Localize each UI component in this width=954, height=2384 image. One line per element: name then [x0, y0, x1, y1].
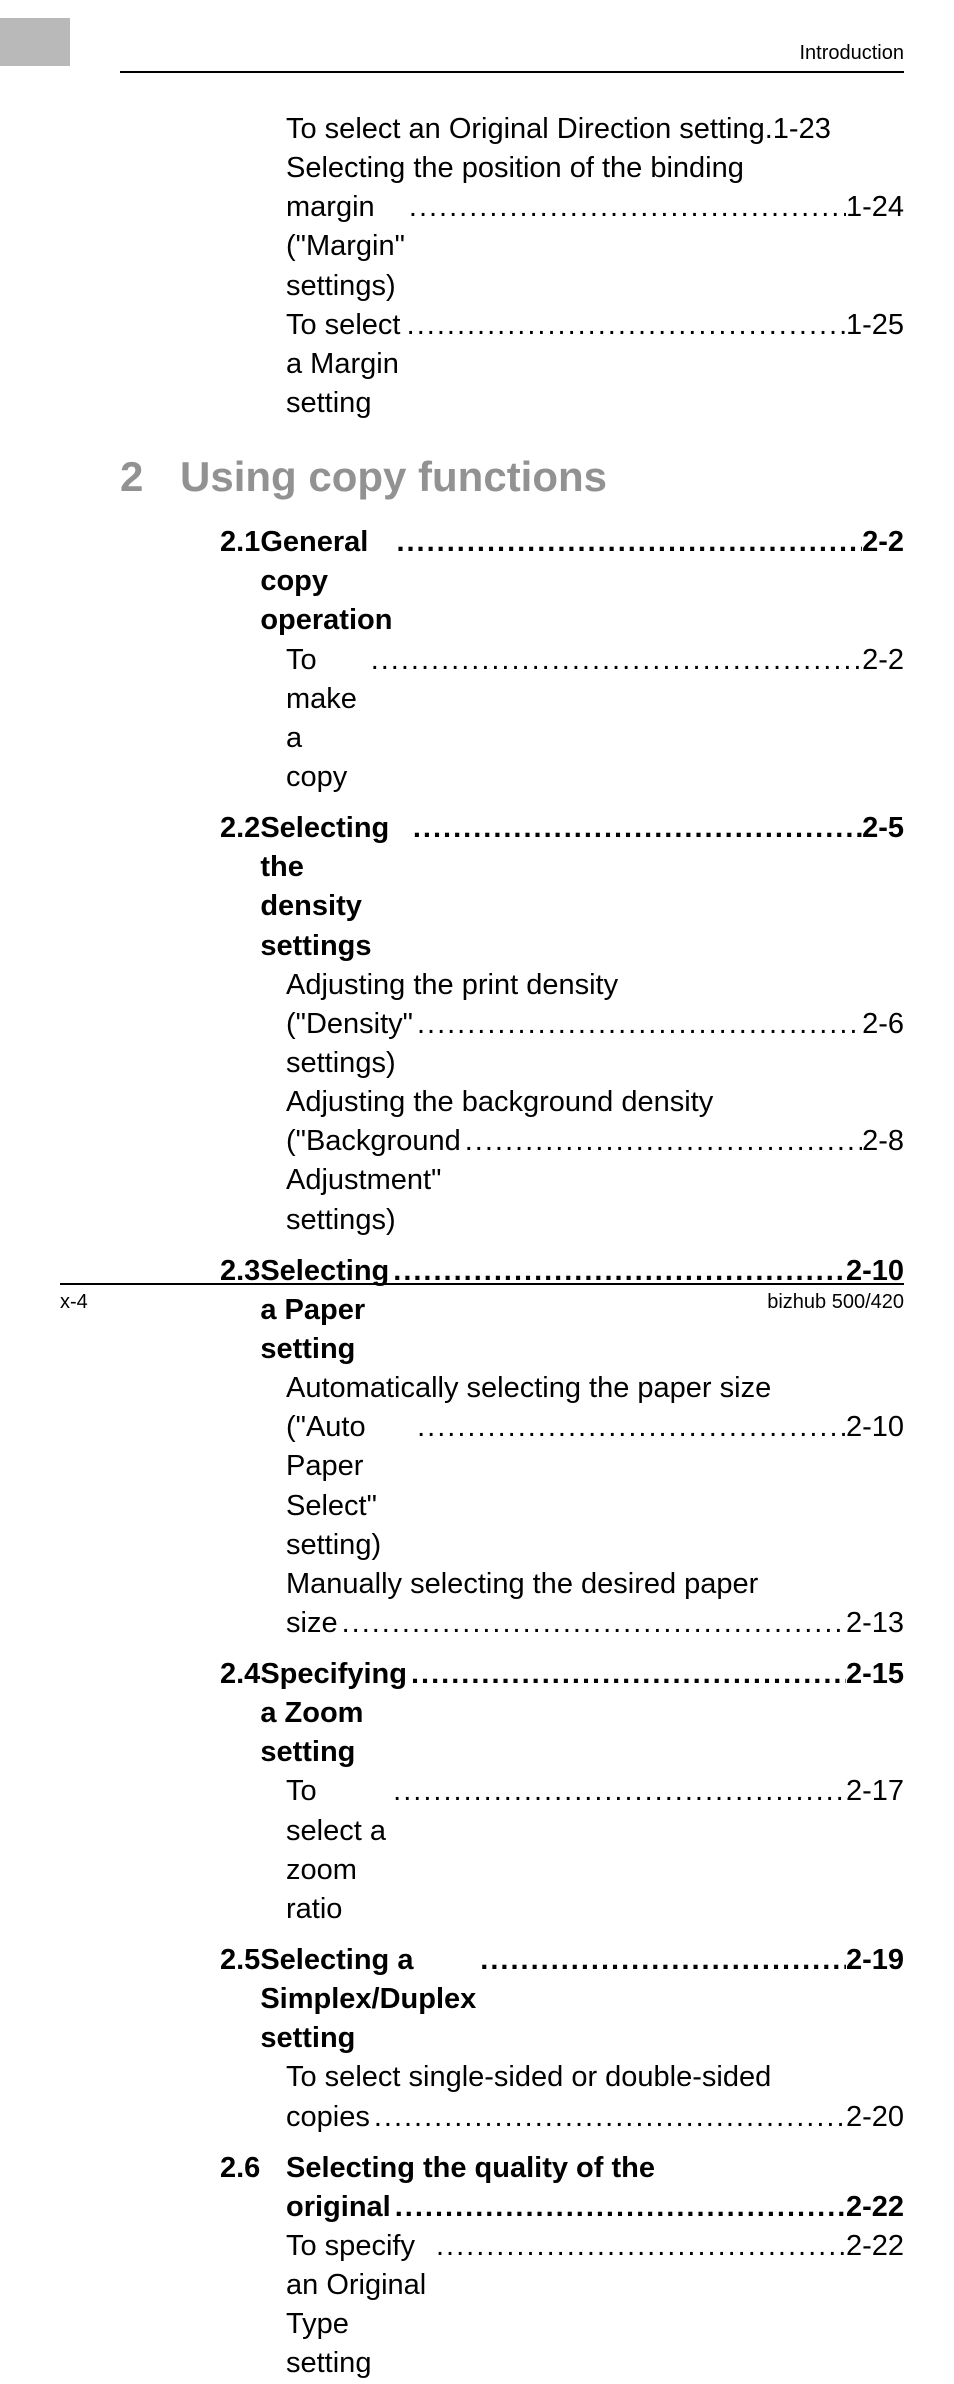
- toc-page: 2-5: [862, 809, 904, 848]
- chapter-heading: 2 Using copy functions: [120, 453, 904, 501]
- toc-title: Specifying a Zoom setting: [260, 1655, 407, 1772]
- toc-page: 2-22: [846, 2227, 904, 2266]
- toc-page: 2-10: [846, 1408, 904, 1447]
- toc-leader: [370, 2098, 846, 2137]
- section-number: 2.1: [220, 523, 260, 562]
- toc-title: To select a Margin setting: [286, 306, 403, 423]
- toc-title: Selecting a Simplex/Duplex setting: [260, 1941, 476, 2058]
- toc-entry: Adjusting the background density: [120, 1083, 904, 1122]
- toc-title: To select an Original Direction setting: [286, 110, 765, 149]
- toc-title: Manually selecting the desired paper: [286, 1568, 758, 1600]
- toc-section: 2.6 Selecting the quality of the: [120, 2149, 904, 2188]
- footer-page-number: x-4: [60, 1291, 88, 1314]
- footer-model: bizhub 500/420: [767, 1291, 904, 1314]
- toc-leader-short: .: [765, 110, 773, 149]
- toc-section: 2.4 Specifying a Zoom setting 2-15: [120, 1655, 904, 1772]
- toc-section: 2.2 Selecting the density settings 2-5: [120, 809, 904, 966]
- toc-entry: To select an Original Direction setting …: [120, 110, 904, 149]
- toc-page: 2-15: [846, 1655, 904, 1694]
- toc-entry: margin ("Margin" settings) 1-24: [120, 188, 904, 305]
- toc-leader: [407, 1655, 846, 1694]
- toc-page: 1-24: [846, 188, 904, 227]
- section-number: 2.2: [220, 809, 260, 848]
- toc-title: margin ("Margin" settings): [286, 188, 405, 305]
- toc-page: 2-22: [846, 2188, 904, 2227]
- toc-content: To select an Original Direction setting …: [120, 110, 904, 2384]
- toc-entry: copies 2-20: [120, 2098, 904, 2137]
- toc-page: 2-2: [862, 641, 904, 680]
- toc-entry: size 2-13: [120, 1604, 904, 1643]
- toc-title: To make a copy: [286, 641, 367, 798]
- toc-page: 1-23: [773, 110, 831, 149]
- toc-title: To specify an Original Type setting: [286, 2227, 432, 2384]
- toc-title: copies: [286, 2098, 370, 2137]
- section-number: 2.6: [220, 2149, 286, 2188]
- toc-title: size: [286, 1604, 338, 1643]
- header-rule: [120, 71, 904, 73]
- page-footer: x-4 bizhub 500/420: [60, 1283, 904, 1314]
- toc-title: Selecting the position of the binding: [286, 152, 744, 184]
- toc-page: 2-17: [846, 1772, 904, 1811]
- toc-leader: [413, 1408, 846, 1447]
- toc-entry: To select single-sided or double-sided: [120, 2058, 904, 2097]
- toc-leader: [403, 306, 846, 345]
- toc-section-cont: original 2-22: [120, 2188, 904, 2227]
- toc-title: Selecting the quality of the: [286, 2149, 655, 2188]
- toc-entry: Selecting the position of the binding: [120, 149, 904, 188]
- toc-entry: To select a zoom ratio 2-17: [120, 1772, 904, 1929]
- toc-page: 2-2: [862, 523, 904, 562]
- toc-leader: [391, 2188, 846, 2227]
- toc-page: 2-8: [862, 1122, 904, 1161]
- chapter-title: Using copy functions: [180, 453, 607, 501]
- toc-title: original: [286, 2188, 391, 2227]
- toc-title: ("Density" settings): [286, 1005, 413, 1083]
- toc-page: 1-25: [846, 306, 904, 345]
- toc-entry: To specify an Original Type setting 2-22: [120, 2227, 904, 2384]
- footer-rule: [60, 1283, 904, 1285]
- toc-entry: Adjusting the print density: [120, 966, 904, 1005]
- toc-entry: ("Background Adjustment" settings) 2-8: [120, 1122, 904, 1239]
- toc-title: ("Auto Paper Select" setting): [286, 1408, 413, 1565]
- section-number: 2.4: [220, 1655, 260, 1694]
- toc-leader: [476, 1941, 846, 1980]
- toc-title: General copy operation: [260, 523, 392, 640]
- toc-entry: To make a copy 2-2: [120, 641, 904, 798]
- toc-leader: [338, 1604, 846, 1643]
- toc-leader: [461, 1122, 862, 1161]
- toc-entry: ("Auto Paper Select" setting) 2-10: [120, 1408, 904, 1565]
- toc-section: 2.5 Selecting a Simplex/Duplex setting 2…: [120, 1941, 904, 2058]
- toc-page: 2-13: [846, 1604, 904, 1643]
- toc-leader: [367, 641, 862, 680]
- toc-leader: [392, 523, 862, 562]
- toc-title: To select single-sided or double-sided: [286, 2061, 771, 2093]
- toc-leader: [413, 1005, 862, 1044]
- toc-leader: [405, 188, 846, 227]
- toc-page: 2-20: [846, 2098, 904, 2137]
- toc-title: Adjusting the background density: [286, 1086, 713, 1118]
- toc-title: ("Background Adjustment" settings): [286, 1122, 461, 1239]
- toc-title: Adjusting the print density: [286, 969, 618, 1001]
- toc-leader: [389, 1772, 846, 1811]
- toc-title: Automatically selecting the paper size: [286, 1372, 771, 1404]
- toc-leader: [432, 2227, 846, 2266]
- section-number: 2.5: [220, 1941, 260, 1980]
- toc-entry: To select a Margin setting 1-25: [120, 306, 904, 423]
- toc-entry: ("Density" settings) 2-6: [120, 1005, 904, 1083]
- toc-title: To select a zoom ratio: [286, 1772, 389, 1929]
- side-tab: [0, 18, 70, 66]
- toc-section: 2.1 General copy operation 2-2: [120, 523, 904, 640]
- toc-entry: Automatically selecting the paper size: [120, 1369, 904, 1408]
- header-section-label: Introduction: [120, 42, 904, 71]
- toc-title: Selecting the density settings: [260, 809, 409, 966]
- toc-leader: [409, 809, 862, 848]
- toc-page: 2-19: [846, 1941, 904, 1980]
- page-header: Introduction: [120, 42, 904, 73]
- toc-page: 2-6: [862, 1005, 904, 1044]
- toc-entry: Manually selecting the desired paper: [120, 1565, 904, 1604]
- chapter-number: 2: [120, 453, 180, 501]
